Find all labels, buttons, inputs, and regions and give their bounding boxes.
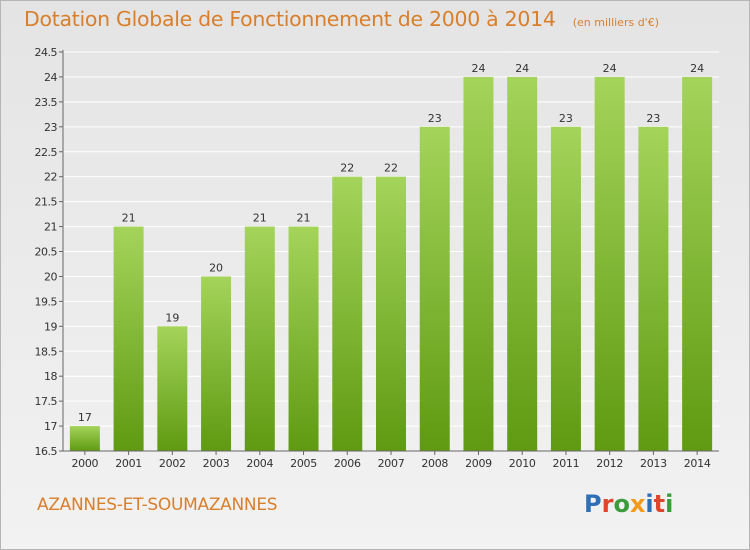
data-label: 23 xyxy=(559,112,573,125)
y-tick-label: 23.5 xyxy=(35,96,58,109)
data-label: 21 xyxy=(253,212,267,225)
bar-2008 xyxy=(419,126,450,451)
x-tick-label: 2006 xyxy=(334,457,361,470)
bar-2011 xyxy=(550,126,581,451)
x-tick-label: 2009 xyxy=(465,457,492,470)
axes xyxy=(59,50,719,455)
y-tick-label: 16.5 xyxy=(35,445,58,458)
data-label: 24 xyxy=(603,62,617,75)
x-tick-label: 2002 xyxy=(159,457,186,470)
x-tick-label: 2005 xyxy=(290,457,317,470)
data-label: 24 xyxy=(471,62,485,75)
data-label: 24 xyxy=(690,62,704,75)
y-tick-label: 18 xyxy=(44,370,57,383)
y-tick-label: 23 xyxy=(44,121,57,134)
x-tick-label: 2012 xyxy=(596,457,623,470)
x-tick-label: 2004 xyxy=(246,457,273,470)
data-label: 24 xyxy=(515,62,529,75)
data-label: 19 xyxy=(165,311,179,324)
y-tick-label: 17.5 xyxy=(35,395,58,408)
y-tick-label: 19.5 xyxy=(35,295,58,308)
chart-unit: (en milliers d'€) xyxy=(572,16,659,29)
bar-2002 xyxy=(157,326,188,451)
bar-2009 xyxy=(463,76,494,451)
x-tick-label: 2014 xyxy=(684,457,711,470)
bar-2006 xyxy=(332,176,363,451)
data-label: 23 xyxy=(646,112,660,125)
brand-letter: i xyxy=(665,490,674,518)
data-label: 23 xyxy=(428,112,442,125)
y-tick-label: 20 xyxy=(44,270,57,283)
y-tick-label: 21.5 xyxy=(35,196,58,209)
y-tick-label: 22 xyxy=(44,171,57,184)
brand-letter: t xyxy=(653,490,666,518)
chart-title: Dotation Globale de Fonctionnement de 20… xyxy=(24,7,556,31)
data-label: 22 xyxy=(384,162,398,175)
bar-2003 xyxy=(201,276,232,451)
y-tick-label: 19 xyxy=(44,320,57,333)
y-tick-label: 24.5 xyxy=(35,46,58,59)
bar-2000 xyxy=(69,426,100,451)
data-label: 21 xyxy=(297,212,311,225)
data-label: 22 xyxy=(340,162,354,175)
commune-name: AZANNES-ET-SOUMAZANNES xyxy=(37,495,278,515)
bar-2005 xyxy=(288,226,319,451)
bar-2001 xyxy=(113,226,144,451)
data-label: 20 xyxy=(209,261,223,274)
brand-letter: r xyxy=(601,490,614,518)
y-tick-label: 17 xyxy=(44,420,57,433)
bar-2012 xyxy=(594,76,625,451)
brand-logo: Proxiti xyxy=(584,490,673,518)
labels: 16.5 17 17.5 18 18.5 19 19.5 20 20.5 21 21.5 22 22.5… xyxy=(35,46,712,470)
title-line: Dotation Globale de Fonctionnement de 20… xyxy=(24,7,659,31)
x-tick-label: 2008 xyxy=(421,457,448,470)
y-tick-label: 24 xyxy=(44,71,57,84)
x-tick-label: 2010 xyxy=(509,457,536,470)
y-tick-label: 20.5 xyxy=(35,246,58,259)
y-tick-label: 18.5 xyxy=(35,345,58,358)
bar-2007 xyxy=(376,176,406,451)
data-label: 17 xyxy=(78,411,92,424)
x-tick-label: 2013 xyxy=(640,457,667,470)
x-tick-label: 2011 xyxy=(553,457,580,470)
x-tick-label: 2003 xyxy=(203,457,230,470)
x-tick-label: 2000 xyxy=(71,457,98,470)
x-tick-label: 2007 xyxy=(378,457,405,470)
x-tick-label: 2001 xyxy=(115,457,142,470)
bar-2014 xyxy=(682,76,713,451)
bar-2004 xyxy=(244,226,275,451)
data-label: 21 xyxy=(122,212,136,225)
y-tick-label: 21 xyxy=(44,221,57,234)
brand-letter: o xyxy=(613,490,630,518)
brand-letter: i xyxy=(645,490,654,518)
y-tick-label: 22.5 xyxy=(35,146,58,159)
brand-letter: P xyxy=(584,490,602,518)
bar-2013 xyxy=(638,126,669,451)
brand-letter: x xyxy=(629,490,646,518)
bars xyxy=(69,76,713,451)
bar-2010 xyxy=(507,76,538,451)
